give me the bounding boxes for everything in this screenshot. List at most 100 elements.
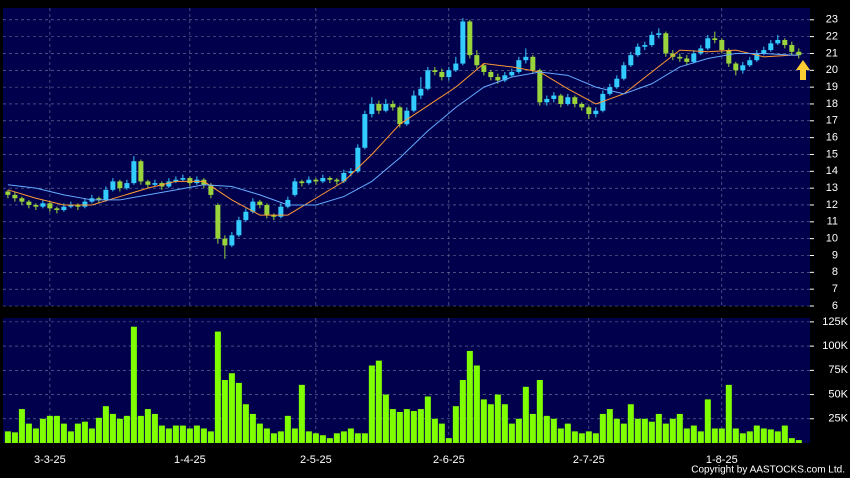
candle-body (474, 55, 480, 66)
candle-body (131, 161, 137, 184)
volume-bar (494, 394, 501, 443)
candle-body (222, 238, 228, 246)
candle-body (54, 208, 60, 211)
candle-body (362, 114, 368, 148)
candle-body (544, 98, 550, 103)
candle-body (355, 147, 361, 172)
candle-body (243, 211, 249, 221)
volume-bar (466, 350, 473, 443)
candle-body (348, 171, 354, 173)
candle-body (327, 178, 333, 180)
volume-bar (760, 428, 767, 443)
volume-bar (333, 433, 340, 443)
candle-body (677, 56, 683, 59)
candle-body (257, 201, 263, 205)
candle-body (488, 71, 494, 78)
volume-bar (648, 421, 655, 443)
candle-body (180, 178, 186, 180)
y-tick-label: 12 (826, 199, 838, 211)
volume-bar (81, 421, 88, 443)
candle-body (320, 178, 326, 182)
candle-body (215, 204, 221, 239)
y-tick-label: 19 (826, 81, 838, 93)
candle-body (551, 95, 557, 99)
y-tick-label: 25K (828, 413, 848, 425)
candle-body (292, 181, 298, 195)
candle-body (530, 56, 536, 71)
candle-body (138, 161, 144, 182)
volume-bar (445, 438, 452, 443)
volume-bar (634, 418, 641, 443)
volume-bar (207, 431, 214, 443)
candle-body (82, 201, 88, 207)
candle-body (278, 206, 284, 217)
volume-bar (270, 433, 277, 443)
y-tick-label: 18 (826, 98, 838, 110)
y-tick-label: 75K (828, 364, 848, 376)
candle-body (124, 183, 130, 189)
candle-body (621, 65, 627, 79)
candle-body (376, 103, 382, 111)
layer: 3-3-25 1-4-25 2-5-25 2-6-25 2-7-25 1-8-25 6 7 8 9… (3, 8, 849, 466)
volume-bar (382, 394, 389, 443)
candle-body (103, 189, 109, 200)
volume-bar (375, 360, 382, 443)
volume-bar (235, 382, 242, 443)
candle-body (411, 95, 417, 111)
volume-bar (515, 418, 522, 443)
candle-body (789, 45, 795, 52)
volume-bar (606, 409, 613, 443)
volume-bar (697, 431, 704, 443)
copyright: Copyright by AASTOCKS.com Ltd. (691, 465, 845, 476)
candle-body (642, 45, 648, 47)
volume-bar (508, 423, 515, 443)
volume-bar (18, 409, 25, 443)
volume-bar (767, 429, 774, 443)
volume-bar (746, 431, 753, 443)
y-tick-label: 16 (826, 132, 838, 144)
candle-body (768, 43, 774, 51)
volume-bar (403, 409, 410, 443)
candle-body (26, 201, 32, 205)
volume-bar (389, 409, 396, 443)
candle-body (635, 46, 641, 56)
volume-bar (578, 433, 585, 443)
candle-body (579, 103, 585, 108)
arrow-icon (796, 60, 810, 80)
candle-body (61, 206, 67, 211)
candle-body (537, 70, 543, 103)
candle-body (628, 55, 634, 66)
candle-body (250, 201, 256, 212)
candle-body (502, 75, 508, 81)
price-panel (3, 8, 810, 306)
y-tick-label: 50K (828, 388, 848, 400)
candle-body (425, 70, 431, 89)
volume-bar (221, 380, 228, 443)
volume-bar (263, 428, 270, 443)
volume-bar (627, 404, 634, 443)
candle-body (68, 204, 74, 207)
volume-bar (144, 409, 151, 443)
x-tick-label: 1-8-25 (706, 454, 738, 466)
candle-body (712, 38, 718, 40)
volume-bar (550, 418, 557, 443)
candle-body (313, 179, 319, 182)
volume-bar (459, 380, 466, 443)
y-tick-label: 10 (826, 233, 838, 245)
volume-bar (46, 415, 53, 443)
candle-body (117, 181, 123, 189)
y-tick-label: 9 (832, 249, 838, 261)
candle-body (173, 179, 179, 182)
moving-average (7, 52, 799, 206)
candle-body (341, 172, 347, 182)
candle-body (495, 77, 501, 81)
volume-bar (95, 417, 102, 443)
candle-body (229, 235, 235, 246)
volume-bar (284, 415, 291, 443)
y-tick-label: 23 (826, 14, 838, 26)
volume-bar (683, 428, 690, 443)
volume-bar (242, 404, 249, 443)
candle-body (460, 21, 466, 64)
volume-bar (592, 433, 599, 443)
